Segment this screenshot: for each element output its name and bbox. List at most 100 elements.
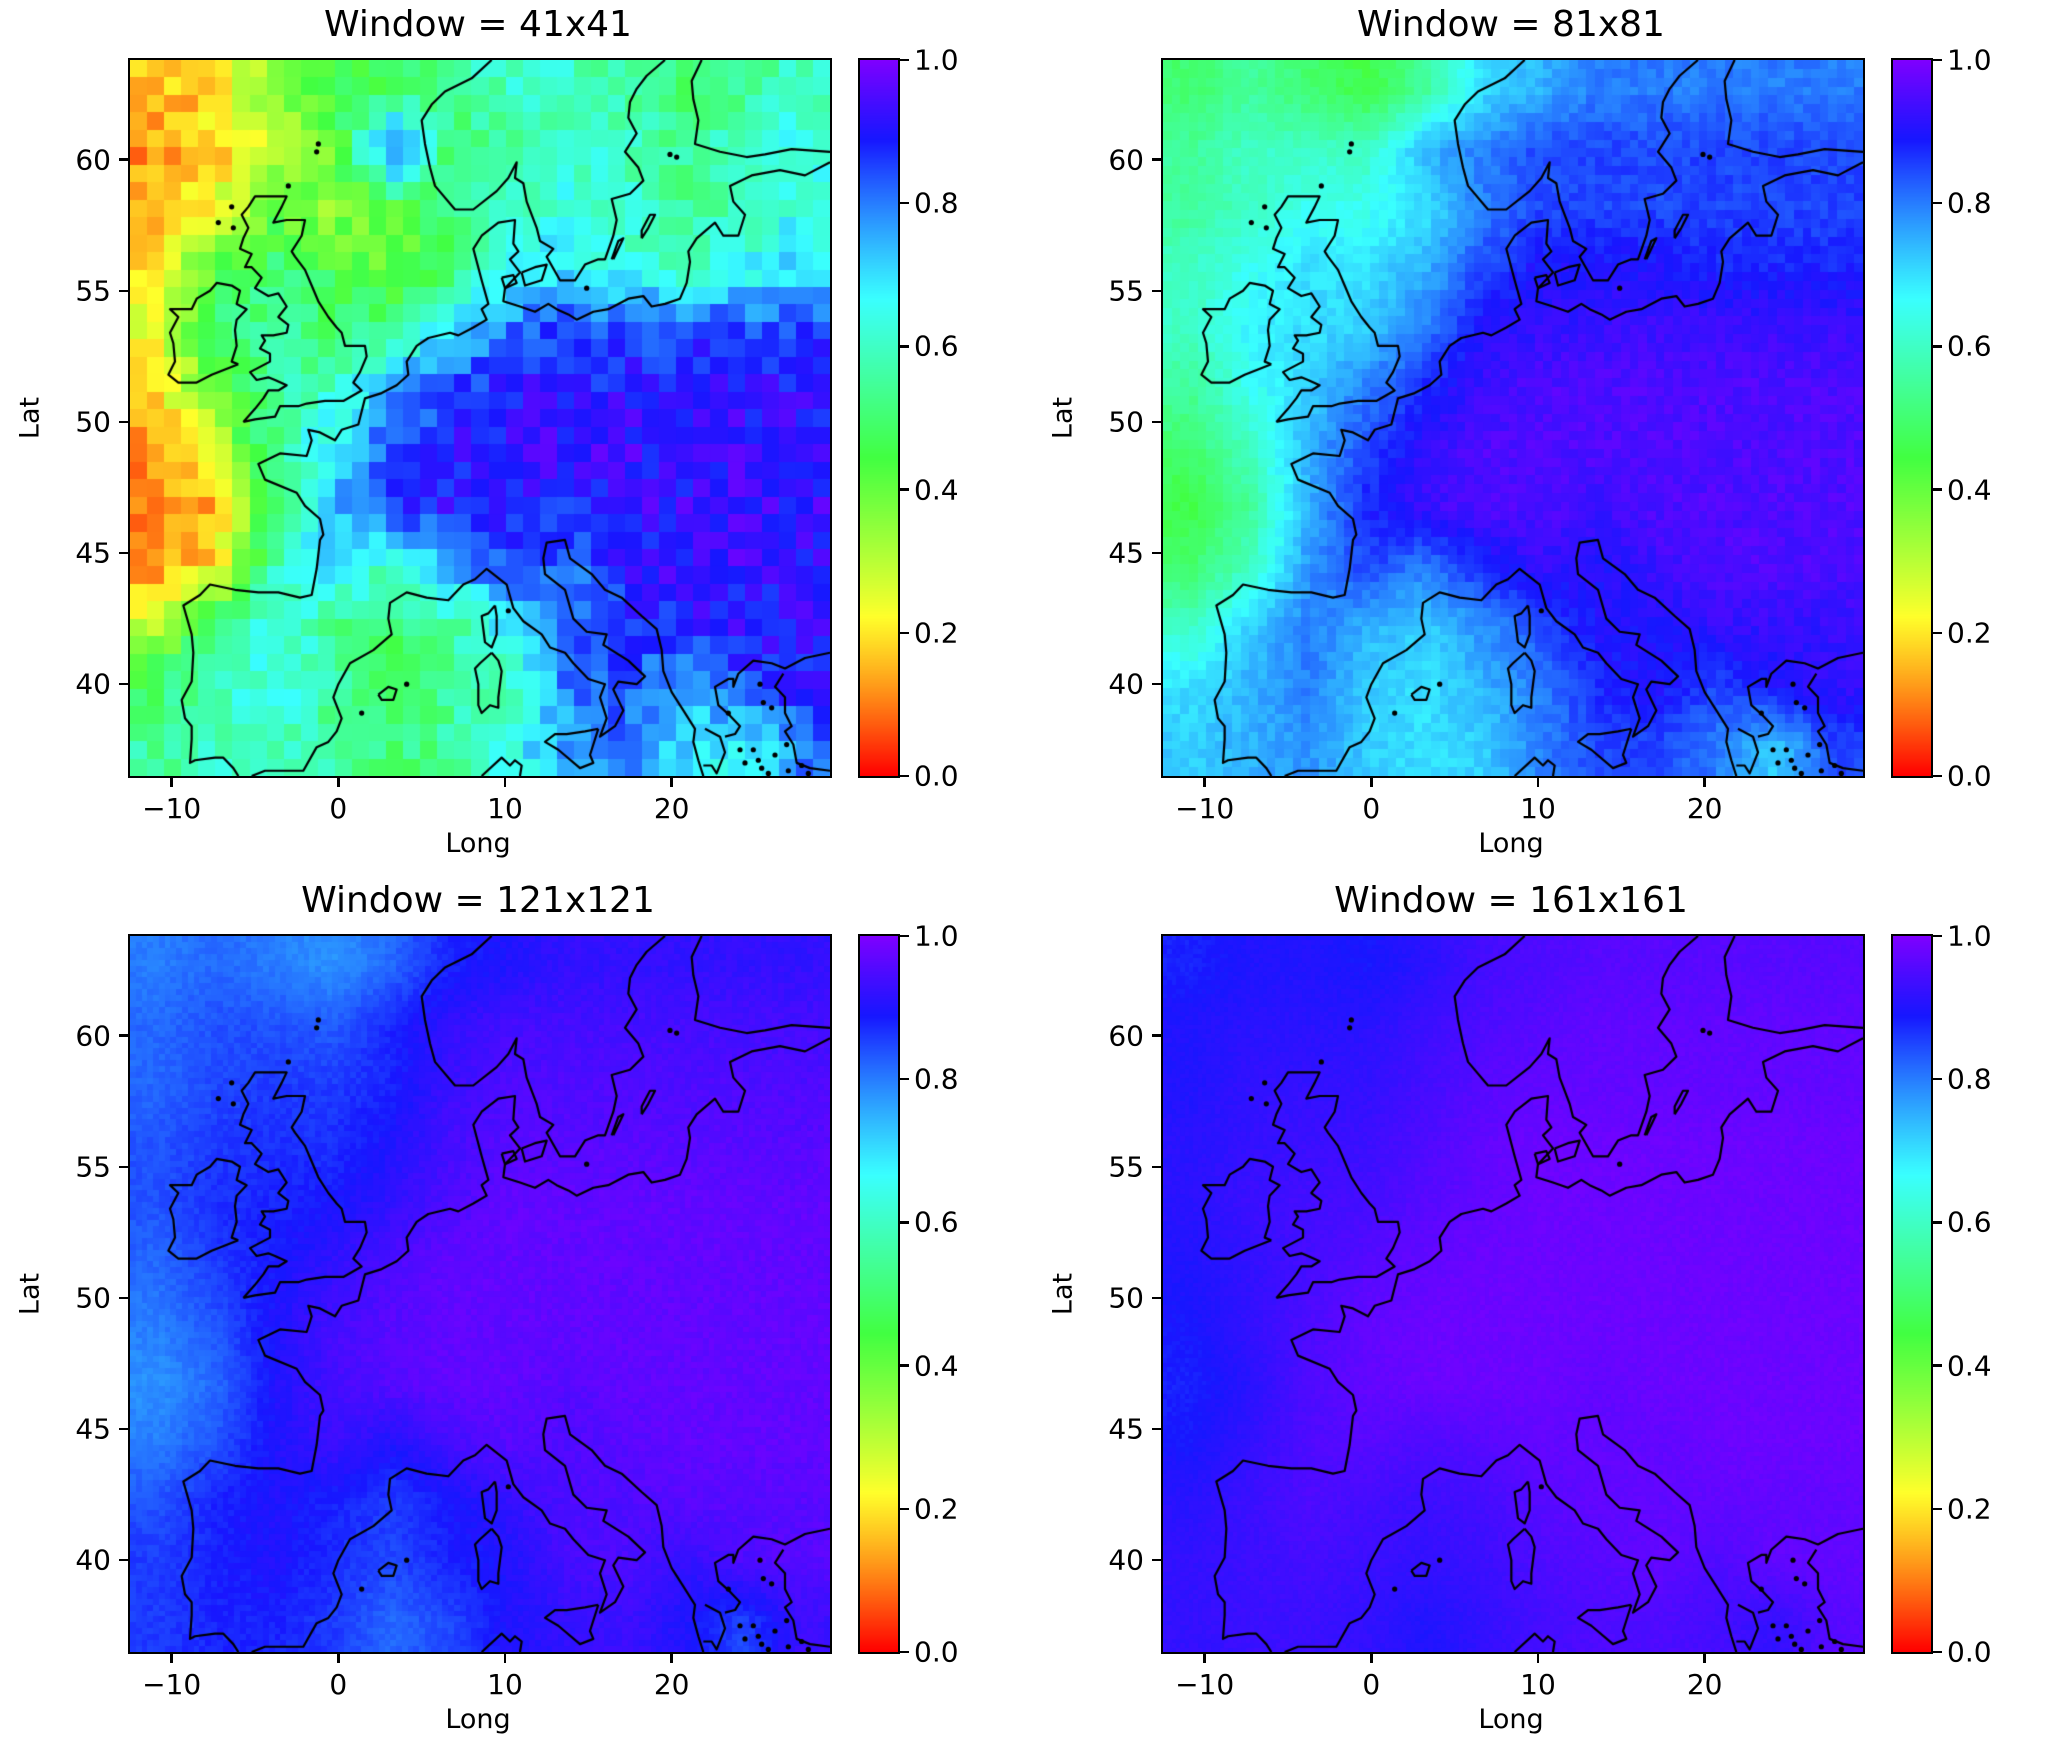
colorbar-tick-mark — [900, 488, 909, 491]
colorbar-tick-mark — [1933, 1078, 1942, 1081]
subplot-title: Window = 41x41 — [324, 4, 632, 45]
heatmap-canvas — [128, 934, 832, 1654]
x-tick-label: 0 — [1362, 1668, 1381, 1701]
x-tick-mark — [503, 778, 507, 787]
y-tick-mark — [1152, 1559, 1161, 1562]
y-tick-mark — [1152, 1165, 1161, 1168]
y-tick-label: 55 — [1108, 274, 1144, 308]
colorbar-tick-label: 0.6 — [914, 329, 959, 363]
colorbar-tick-mark — [900, 345, 909, 348]
y-tick-label: 50 — [75, 405, 111, 439]
colorbar-tick-label: 0.4 — [914, 1349, 959, 1383]
x-tick-mark — [170, 778, 173, 787]
colorbar-tick-label: 0.6 — [1947, 329, 1992, 363]
y-tick-mark — [1152, 1034, 1161, 1037]
y-axis-label: Lat — [14, 1272, 46, 1316]
x-tick-label: 0 — [1362, 792, 1381, 825]
colorbar-tick-label: 0.8 — [1947, 1062, 1992, 1096]
x-tick-label: 20 — [653, 1668, 690, 1701]
colorbar-tick-label: 1.0 — [914, 919, 959, 953]
subplot-title: Window = 81x81 — [1357, 4, 1665, 45]
colorbar — [858, 58, 900, 778]
x-tick-label: 0 — [329, 1668, 348, 1701]
colorbar-tick-label: 0.2 — [1947, 616, 1992, 650]
colorbar-tick-label: 0.4 — [914, 473, 959, 507]
colorbar — [1891, 58, 1933, 778]
colorbar-tick-mark — [900, 1364, 909, 1367]
x-tick-mark — [1703, 778, 1706, 787]
x-tick-label: −10 — [142, 792, 202, 825]
x-axis-label: Long — [1478, 828, 1544, 859]
y-tick-mark — [1152, 683, 1161, 686]
colorbar-tick-mark — [900, 1221, 909, 1224]
y-tick-mark — [1152, 551, 1161, 555]
colorbar-tick-label: 0.2 — [914, 616, 959, 650]
colorbar-tick-label: 0.0 — [1947, 759, 1992, 793]
x-tick-mark — [337, 1654, 340, 1663]
y-tick-label: 45 — [75, 1412, 111, 1446]
colorbar-tick-label: 0.2 — [1947, 1492, 1992, 1526]
colorbar-tick-mark — [1933, 488, 1942, 491]
y-tick-mark — [1152, 289, 1161, 292]
colorbar-tick-label: 0.4 — [1947, 1349, 1992, 1383]
y-tick-label: 50 — [75, 1281, 111, 1315]
x-tick-label: 0 — [329, 792, 348, 825]
y-tick-mark — [119, 551, 128, 555]
x-tick-label: 10 — [487, 1668, 523, 1701]
y-tick-label: 45 — [1108, 536, 1144, 570]
y-tick-label: 50 — [1108, 1281, 1144, 1315]
y-tick-mark — [1152, 158, 1161, 161]
colorbar-tick-label: 0.0 — [914, 1635, 959, 1669]
y-tick-mark — [119, 1165, 128, 1168]
x-axis-label: Long — [1478, 1704, 1544, 1735]
colorbar-tick-label: 0.8 — [1947, 186, 1992, 220]
x-tick-mark — [337, 778, 340, 787]
colorbar-tick-mark — [900, 58, 909, 62]
colorbar-tick-mark — [900, 1507, 909, 1510]
colorbar-tick-mark — [1933, 1364, 1942, 1367]
colorbar — [858, 934, 900, 1654]
heatmap-canvas — [128, 58, 832, 778]
y-tick-label: 40 — [75, 1543, 111, 1577]
colorbar-tick-label: 0.4 — [1947, 473, 1992, 507]
x-tick-mark — [1536, 778, 1540, 787]
x-tick-mark — [1703, 1654, 1706, 1663]
y-tick-label: 45 — [75, 536, 111, 570]
colorbar-tick-mark — [900, 202, 909, 205]
y-tick-mark — [1152, 1296, 1161, 1300]
colorbar-tick-mark — [1933, 1221, 1942, 1224]
subplot-window-121x121: Window = 121x121 Lat Long −10 0 10 20 60 55 50… — [0, 876, 1033, 1753]
subplot-window-41x41: Window = 41x41 Lat Long −10 0 10 20 60 55 50 45… — [0, 0, 1033, 876]
y-tick-label: 55 — [75, 1150, 111, 1184]
y-tick-mark — [119, 1427, 128, 1431]
colorbar-tick-mark — [900, 934, 909, 938]
colorbar-tick-label: 0.8 — [914, 1062, 959, 1096]
x-axis-label: Long — [445, 1704, 511, 1735]
colorbar-tick-label: 1.0 — [914, 43, 959, 77]
x-tick-mark — [670, 778, 673, 787]
y-tick-mark — [119, 289, 128, 292]
y-tick-label: 50 — [1108, 405, 1144, 439]
x-tick-label: 10 — [1520, 792, 1556, 825]
y-tick-mark — [119, 1034, 128, 1037]
y-tick-mark — [119, 158, 128, 161]
x-tick-label: 20 — [1686, 792, 1723, 825]
y-axis-label: Lat — [1047, 396, 1079, 440]
colorbar-tick-mark — [1933, 202, 1942, 205]
colorbar-tick-label: 0.6 — [1947, 1205, 1992, 1239]
colorbar-tick-label: 0.6 — [914, 1205, 959, 1239]
y-tick-mark — [119, 683, 128, 686]
colorbar-tick-label: 0.8 — [914, 186, 959, 220]
y-tick-mark — [1152, 1427, 1161, 1431]
colorbar-tick-label: 1.0 — [1947, 43, 1992, 77]
x-tick-label: −10 — [142, 1668, 202, 1701]
x-tick-mark — [1370, 778, 1373, 787]
subplot-window-161x161: Window = 161x161 Lat Long −10 0 10 20 60 55 50… — [1033, 876, 2067, 1753]
colorbar-tick-mark — [900, 774, 909, 778]
y-axis-label: Lat — [14, 396, 46, 440]
heatmap-canvas — [1161, 934, 1865, 1654]
x-tick-mark — [1370, 1654, 1373, 1663]
colorbar-tick-mark — [1933, 58, 1942, 62]
x-tick-label: −10 — [1175, 792, 1235, 825]
